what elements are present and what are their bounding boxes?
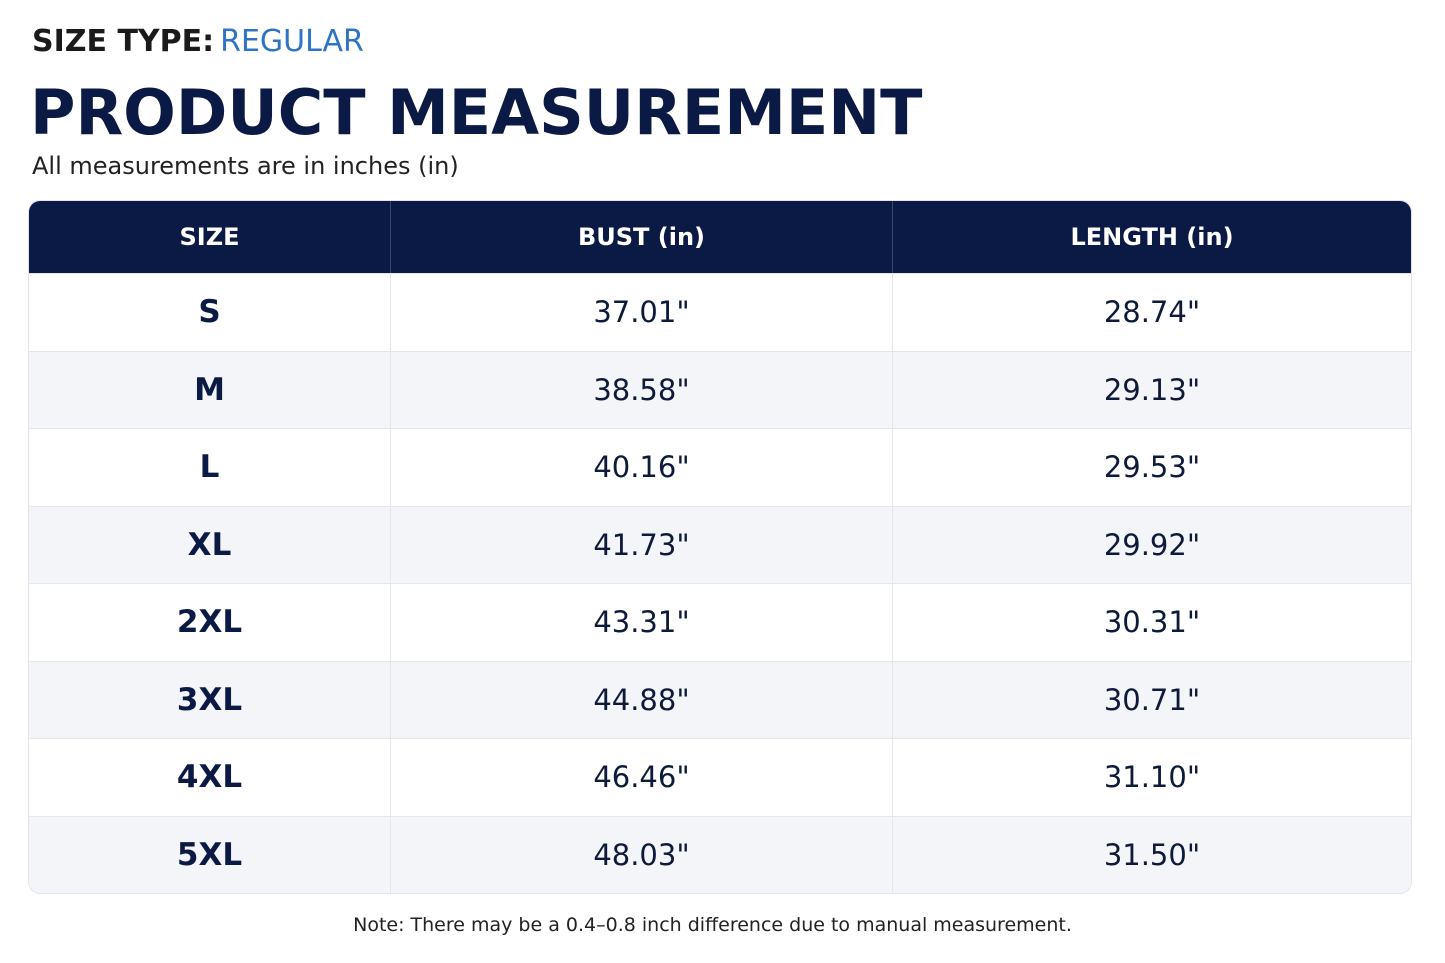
- measure-cell: 43.31": [391, 584, 893, 661]
- measure-cell: 31.50": [1103, 837, 1201, 872]
- table-row: XL 41.73" 29.92": [29, 505, 1411, 583]
- measure-cell: 31.10": [1103, 760, 1201, 795]
- table-row: L 40.16" 29.53": [29, 428, 1411, 506]
- size-table: SIZE BUST (in) LENGTH (in) S 37.01" 28.74" M 38…: [28, 200, 1412, 894]
- measure-cell: 29.13": [1103, 372, 1201, 407]
- measure-cell: 30.71": [1103, 682, 1201, 717]
- size-cell: S: [29, 274, 391, 351]
- measure-cell: 44.88": [391, 661, 893, 738]
- size-type: SIZE TYPE: REGULAR: [32, 24, 364, 59]
- measure-cell: 29.92": [1103, 527, 1201, 562]
- column-header: SIZE: [29, 201, 391, 273]
- measure-cell: 30.31": [1103, 605, 1201, 640]
- table-row: 3XL 44.88" 30.71": [29, 660, 1411, 738]
- note: Note: There may be a 0.4–0.8 inch differ…: [353, 914, 1072, 936]
- size-cell: 2XL: [29, 584, 391, 661]
- header-row: SIZE BUST (in) LENGTH (in): [29, 201, 1411, 273]
- title: PRODUCT MEASUREMENT: [30, 76, 923, 149]
- measure-cell: 48.03": [391, 816, 893, 893]
- column-header: LENGTH (in): [1070, 223, 1234, 251]
- measure-cell: 28.74": [1103, 295, 1201, 330]
- measure-cell: 41.73": [391, 506, 893, 583]
- subtitle: All measurements are in inches (in): [32, 152, 459, 180]
- measure-cell: 37.01": [391, 274, 893, 351]
- measure-cell: 40.16": [391, 429, 893, 506]
- size-cell: L: [29, 429, 391, 506]
- table-row: S 37.01" 28.74": [29, 273, 1411, 351]
- measure-cell: 38.58": [391, 351, 893, 428]
- table-row: 5XL 48.03" 31.50": [29, 815, 1411, 893]
- column-header: BUST (in): [391, 201, 893, 273]
- measure-cell: 29.53": [1103, 450, 1201, 485]
- size-cell: 5XL: [29, 816, 391, 893]
- measure-cell: 46.46": [391, 739, 893, 816]
- table-row: 4XL 46.46" 31.10": [29, 738, 1411, 816]
- table-row: 2XL 43.31" 30.31": [29, 583, 1411, 661]
- size-cell: 3XL: [29, 661, 391, 738]
- table-row: M 38.58" 29.13": [29, 350, 1411, 428]
- size-type-value: REGULAR: [220, 24, 364, 59]
- size-cell: 4XL: [29, 739, 391, 816]
- size-type-label: SIZE TYPE:: [32, 24, 215, 59]
- size-cell: M: [29, 351, 391, 428]
- size-cell: XL: [29, 506, 391, 583]
